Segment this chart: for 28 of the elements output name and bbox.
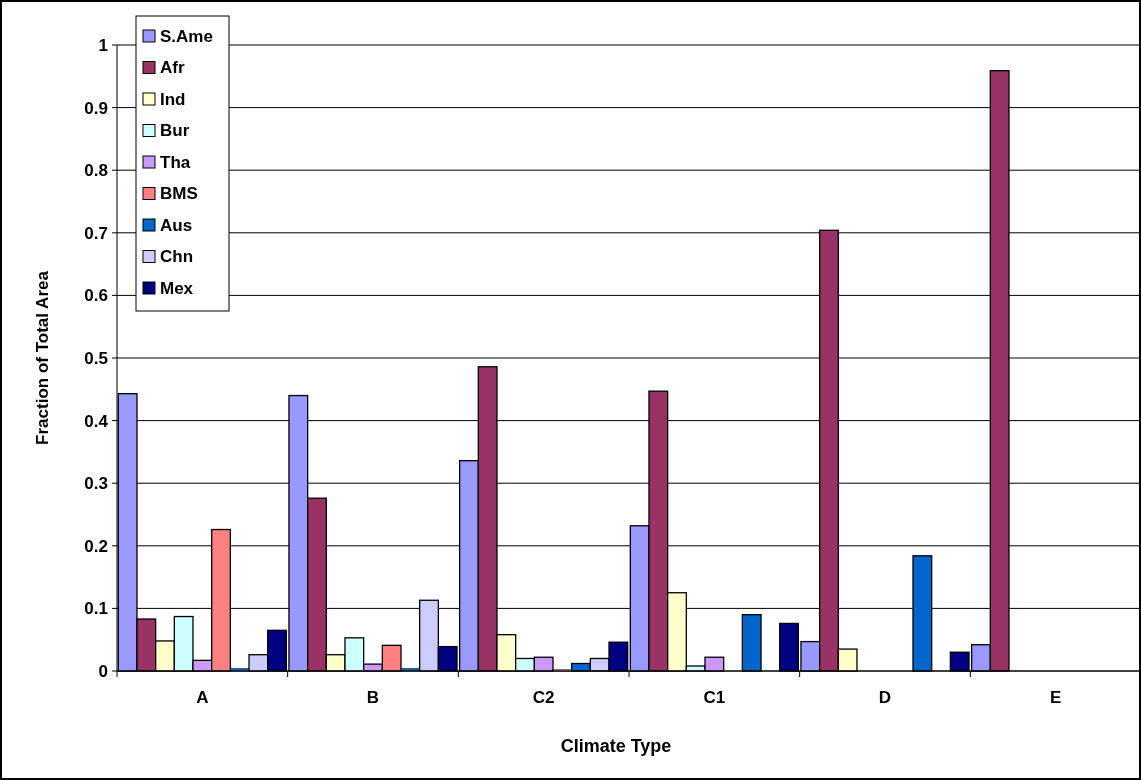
y-tick-label: 0 (98, 661, 108, 681)
x-tick-label: E (1049, 688, 1062, 707)
y-tick-label: 0.3 (84, 474, 108, 494)
y-axis-title: Fraction of Total Area (33, 270, 52, 445)
y-tick-label: 0.7 (84, 223, 108, 243)
x-tick-label: A (196, 688, 209, 707)
y-tick-label: 0.6 (84, 286, 108, 306)
legend-label: Mex (160, 278, 194, 298)
x-axis-title: Climate Type (560, 736, 672, 756)
legend-label: S.Ame (160, 26, 213, 46)
legend-label: Bur (160, 121, 190, 141)
x-tick-label: D (878, 688, 892, 707)
y-tick-label: 1 (98, 35, 108, 55)
y-tick-label: 0.9 (84, 98, 108, 118)
x-tick-label: B (366, 688, 380, 707)
legend-label: Tha (160, 152, 191, 172)
legend-label: Aus (160, 215, 193, 235)
legend-label: Afr (160, 58, 185, 78)
y-tick-label: 0.5 (84, 348, 108, 368)
y-tick-label: 0.1 (84, 599, 108, 619)
x-tick-label: C2 (532, 688, 555, 707)
legend-label: Ind (160, 89, 186, 109)
y-tick-label: 0.8 (84, 161, 108, 181)
legend-label: Chn (160, 247, 194, 267)
x-tick-label: C1 (703, 688, 726, 707)
y-tick-label: 0.4 (84, 411, 109, 431)
legend-label: BMS (160, 184, 198, 204)
y-tick-label: 0.2 (84, 536, 108, 556)
